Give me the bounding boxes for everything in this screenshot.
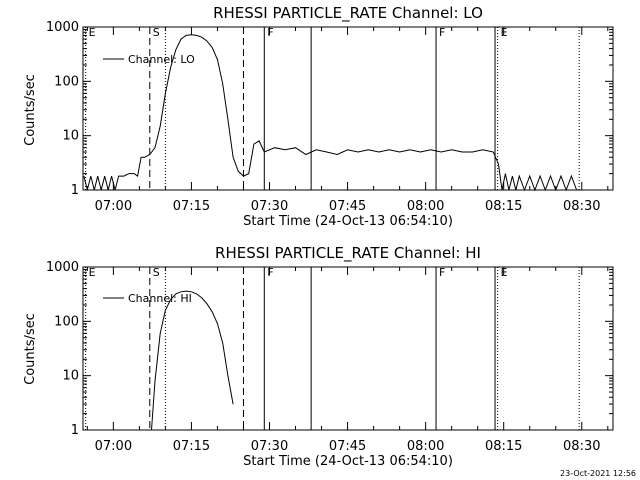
event-marker-label: S [153, 266, 160, 279]
panel-lo-xlabel: Start Time (24-Oct-13 06:54:10) [243, 214, 453, 229]
panel-hi-markers: ESFFE [85, 266, 580, 430]
y-tick-label: 10 [62, 369, 79, 384]
event-marker-label: E [89, 266, 96, 279]
panel-hi-title: RHESSI PARTICLE_RATE Channel: HI [215, 244, 481, 263]
y-tick-label: 10 [62, 129, 79, 144]
panel-lo-legend-label: Channel: LO [128, 53, 195, 66]
x-tick-label: 07:45 [329, 439, 366, 454]
x-tick-label: 08:15 [485, 199, 522, 214]
x-tick-label: 07:45 [329, 199, 366, 214]
footer-timestamp: 23-Oct-2021 12:56 [560, 469, 636, 478]
y-tick-label: 1000 [46, 260, 79, 275]
event-marker-label: F [267, 26, 273, 39]
panel-lo-legend: Channel: LO [103, 53, 195, 66]
y-tick-label: 1 [71, 183, 79, 198]
panel-hi-ticks: 07:00 07:15 07:30 07:45 08:00 08:15 08:30 1 10 10… [46, 260, 613, 454]
x-tick-label: 07:30 [251, 199, 288, 214]
panel-lo-markers: ESFFE [85, 26, 580, 190]
panel-hi-series-line [151, 290, 234, 431]
x-tick-label: 07:15 [173, 199, 210, 214]
panel-lo-plot-frame [82, 26, 614, 191]
x-tick-label: 07:00 [95, 199, 132, 214]
x-tick-label: 08:15 [485, 439, 522, 454]
event-marker-label: F [267, 266, 273, 279]
event-marker-label: F [439, 26, 445, 39]
panel-lo-title: RHESSI PARTICLE_RATE Channel: LO [213, 4, 483, 23]
panel-lo-ylabel: Counts/sec [23, 74, 38, 146]
panel-lo-ticks: 07:00 07:15 07:30 07:45 08:00 08:15 08:30 1 10 10… [46, 20, 613, 214]
x-tick-label: 07:15 [173, 439, 210, 454]
x-tick-label: 07:00 [95, 439, 132, 454]
event-marker-label: F [439, 266, 445, 279]
y-tick-label: 100 [54, 74, 79, 89]
panel-hi: RHESSI PARTICLE_RATE Channel: HI ESFFE 0… [23, 244, 614, 469]
event-marker-label: S [153, 26, 160, 39]
y-tick-label: 100 [54, 314, 79, 329]
panel-hi-legend-label: Channel: HI [128, 292, 192, 305]
panel-hi-xlabel: Start Time (24-Oct-13 06:54:10) [243, 454, 453, 469]
x-tick-label: 08:30 [563, 199, 600, 214]
panel-lo: RHESSI PARTICLE_RATE Channel: LO ESFFE 0… [23, 4, 614, 229]
x-tick-label: 08:00 [407, 199, 444, 214]
panel-hi-plot-frame [82, 266, 614, 431]
event-marker-label: E [89, 26, 96, 39]
panel-lo-series-line [83, 34, 578, 192]
x-tick-label: 08:00 [407, 439, 444, 454]
x-tick-label: 07:30 [251, 439, 288, 454]
panel-hi-ylabel: Counts/sec [23, 313, 38, 385]
panel-hi-legend: Channel: HI [103, 292, 192, 305]
x-tick-label: 08:30 [563, 439, 600, 454]
y-tick-label: 1 [71, 423, 79, 438]
y-tick-label: 1000 [46, 20, 79, 35]
